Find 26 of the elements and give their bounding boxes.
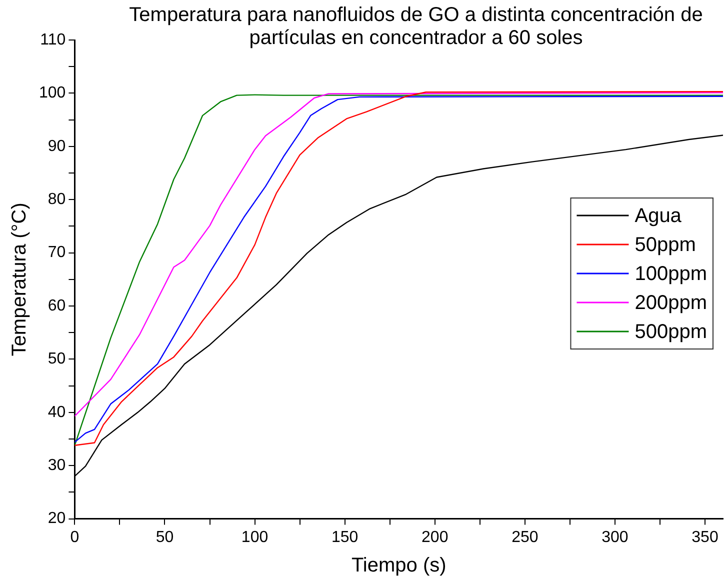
y-tick-label: 90 [48, 138, 66, 155]
y-tick-label: 110 [40, 31, 66, 48]
y-tick-label: 100 [38, 84, 66, 102]
legend-label: 500ppm [634, 321, 708, 344]
x-tick-label: 200 [422, 528, 448, 546]
legend-label: Agua [634, 205, 682, 228]
x-axis-title: Tiempo (s) [351, 554, 446, 577]
x-tick-label: 300 [602, 528, 628, 546]
y-tick-label: 70 [48, 244, 66, 262]
y-tick-label: 60 [48, 297, 66, 314]
y-axis-title: Temperatura (°C) [8, 202, 31, 356]
x-tick-label: 0 [70, 528, 80, 546]
x-tick-label: 250 [512, 528, 538, 546]
y-tick-label: 20 [48, 510, 66, 528]
x-tick-label: 100 [241, 528, 268, 546]
legend-label: 200ppm [634, 292, 708, 314]
y-tick-label: 80 [48, 191, 66, 208]
chart-title: Temperatura para nanofluidos de GO a distinta concentración de partículas en concentrador a 60 soles [128, 4, 704, 50]
y-tick-label: 30 [48, 457, 66, 474]
legend-label: 50ppm [634, 234, 696, 256]
x-tick-label: 50 [156, 528, 174, 546]
legend-label: 100ppm [634, 263, 708, 286]
x-tick-label: 150 [331, 528, 358, 546]
y-tick-label: 50 [48, 350, 66, 368]
y-tick-label: 40 [48, 404, 66, 421]
x-tick-label: 350 [692, 528, 718, 546]
